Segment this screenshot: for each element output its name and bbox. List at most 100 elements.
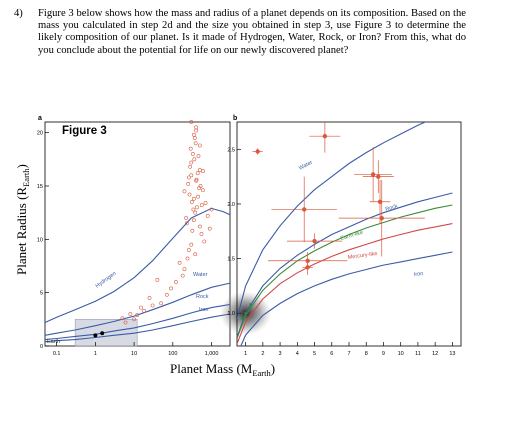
planet-point-a [189,160,194,165]
planet-point-a [186,248,191,252]
planet-point-a [189,120,194,124]
planet-point-a [192,157,197,162]
planet-point-a [195,171,200,176]
planet-point-a [180,273,185,278]
curve-b-earth-like [237,204,453,339]
x-tick-label-b: 10 [398,351,404,357]
x-tick-label-a: 1 [94,351,97,357]
planet-point-a [173,280,178,284]
planet-point-a [197,224,202,229]
planet-point-a [198,184,203,188]
planet-point-a [197,168,202,172]
planet-point-a [205,213,210,218]
x-tick-label-b: 12 [432,351,438,357]
planet-point-a [188,146,193,151]
planet-point-b [312,238,317,244]
planet-point-a [202,239,207,244]
curves-b [237,122,453,346]
planet-point-a [177,260,182,265]
planet-point-a [184,221,189,226]
planet-point-a [192,136,197,140]
y-tick-label-a: 5 [40,291,43,297]
series-label-a: Rock [196,294,209,300]
curve-b-mercury-like [237,223,453,345]
planet-point-b [255,149,260,154]
curve-a-rock [44,303,231,341]
planet-point-a [193,252,198,257]
kepler-point [244,311,247,315]
planet-point-a [190,152,195,156]
planet-point-a [128,312,133,316]
planet-point-a [193,141,198,146]
planet-point-a [169,286,173,291]
curve-b-water [237,122,427,319]
series-label-b: Rock [385,203,399,213]
x-tick-label-a: 0.1 [53,351,61,357]
y-tick-label-b: 1.5 [227,257,235,263]
series-label-a: Water [193,272,208,278]
x-tick-label-a: 100 [168,351,177,357]
planet-point-b [377,199,383,204]
curve-b-rock [237,192,453,338]
planet-point-a [194,128,199,133]
planet-point-a [201,169,205,173]
planet-point-a [209,207,214,212]
planet-point-a [189,242,194,247]
planet-point-a [150,303,155,308]
planet-point-a [186,181,191,186]
figure-title: Figure 3 [62,125,107,137]
planet-point-a [147,296,152,300]
panel-a: 0.1 1 10 100 1,000 0 5 10 15 20 Hydrogen Water Rock I… [37,120,231,357]
planet-point-a [142,308,146,313]
planet-point-a [191,218,196,223]
planet-point-a [201,188,205,193]
x-tick-label-a: 1,000 [205,351,219,357]
planet-point-a [187,192,192,197]
planet-point-a [189,173,194,178]
planet-point-a [182,267,187,272]
panel-b-letter: b [233,115,237,122]
series-label-a: Iron [199,307,208,313]
x-tick-label-b: 2 [261,351,264,357]
planet-point-b [379,215,384,221]
series-label-a: Hydrogen [95,271,118,290]
planet-point-a [185,256,190,261]
kepler-point [249,303,253,306]
y-tick-label-b: 2.5 [227,147,235,153]
x-tick-label-a: 10 [131,351,137,357]
series-label-b: Iron [414,271,424,278]
planet-point-a [135,313,140,317]
x-tick-label-b: 13 [449,351,455,357]
planet-point-b [376,174,381,179]
question-number: 4) [14,8,23,19]
x-axis-label: Planet Mass (MEarth) [170,361,275,378]
x-tick-label-b: 3 [279,351,282,357]
y-tick-label-a: 10 [37,237,43,243]
x-tick-label-b: 11 [415,351,421,357]
planet-point-a [164,292,169,297]
x-tick-label-b: 1 [244,351,247,357]
y-tick-label-a: 0 [40,344,43,350]
planet-point-a [191,132,196,137]
x-tick-label-b: 4 [296,351,299,357]
x-tick-label-b: 8 [365,351,368,357]
planet-point-a [184,216,188,220]
y-tick-label-b: 1.0 [227,311,235,317]
x-tick-label-b: 5 [313,351,316,357]
planet-point-a [207,226,212,231]
y-tick-label-a: 15 [37,184,43,190]
planet-point-a [196,194,200,199]
curve-a-water [44,282,231,336]
y-tick-label-b: 2.0 [227,202,235,208]
panel-a-frame [44,121,231,347]
planet-point-a [199,203,204,208]
series-label-b: Earth-like [340,230,364,242]
planet-point-a [186,175,191,180]
series-label-a: Earth [47,339,60,345]
planet-point-a [194,125,199,130]
planet-point-a [194,177,199,182]
planet-point-a [190,228,195,233]
kepler-point [241,317,244,320]
planet-point-a [195,205,199,210]
